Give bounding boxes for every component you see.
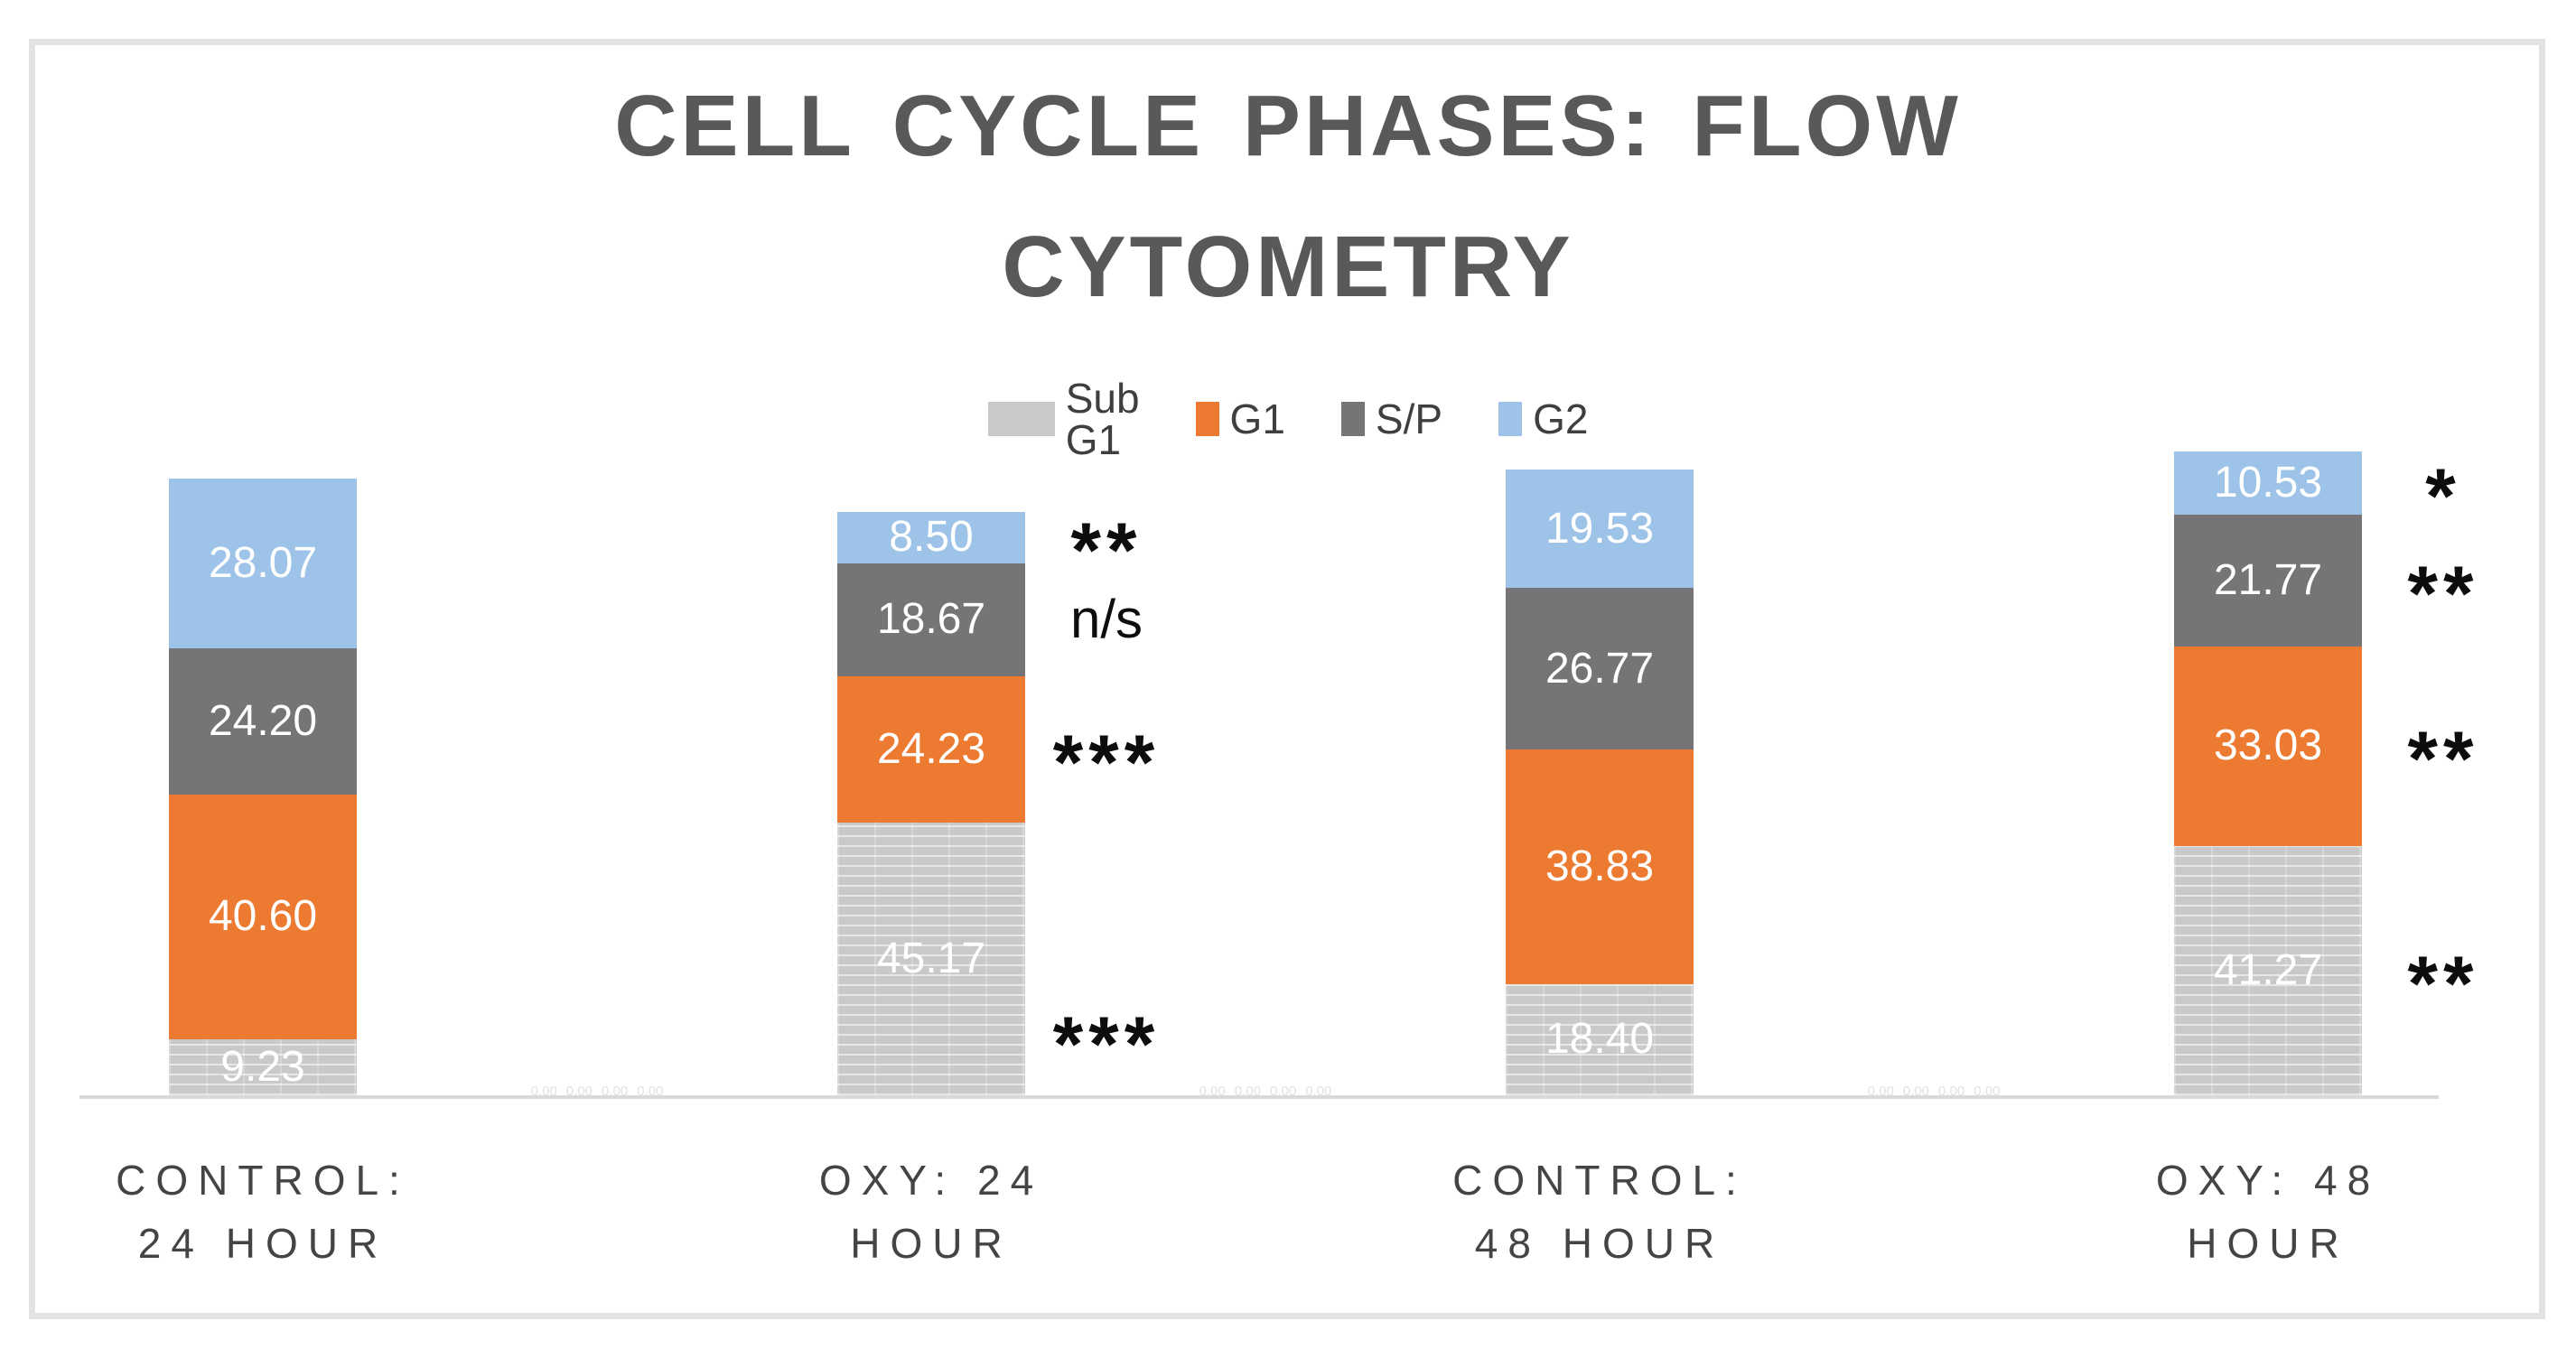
value-label: 24.20 — [208, 696, 318, 745]
legend-label: G1 — [1229, 395, 1285, 442]
legend-item-sub-g1: Sub G1 — [987, 375, 1140, 463]
segment-g1: 40.60 — [169, 794, 357, 1040]
zero-label: 0.00 — [1234, 1084, 1261, 1099]
zero-label: 0.00 — [1974, 1084, 2001, 1099]
category-label-oxy-24-hour: OXY: 24 HOUR — [696, 1149, 1166, 1275]
x-axis-line — [79, 1095, 2439, 1099]
value-label: 10.53 — [2213, 459, 2323, 507]
legend-label: Sub G1 — [1065, 375, 1140, 463]
stacked-bar-control-24-hour: 9.23 40.60 24.20 28.07 — [169, 478, 357, 1095]
segment-s-p: 18.67 — [837, 563, 1025, 676]
zero-label: 0.00 — [1867, 1084, 1894, 1099]
segment-sub-g1: 9.23 — [169, 1039, 357, 1095]
chart-legend: Sub G1 G1 S/P G2 — [0, 377, 2576, 461]
zero-label: 0.00 — [1305, 1084, 1332, 1099]
legend-marker-icon — [1195, 402, 1219, 436]
value-label: 38.83 — [1545, 842, 1655, 890]
category-label-line: OXY: 24 — [818, 1157, 1044, 1204]
chart-title: CELL CYCLE PHASES: FLOW CYTOMETRY — [0, 56, 2576, 338]
category-label-line: HOUR — [2187, 1220, 2349, 1267]
legend-marker-icon — [1340, 402, 1365, 436]
zero-label: 0.00 — [637, 1084, 664, 1099]
segment-s-p: 21.77 — [2174, 515, 2362, 647]
segment-g2: 28.07 — [169, 478, 357, 648]
segment-s-p: 24.20 — [169, 647, 357, 795]
segment-g1: 38.83 — [1506, 749, 1694, 984]
zero-label: 0.00 — [1902, 1084, 1929, 1099]
value-label: 40.60 — [208, 892, 318, 941]
stacked-bar-oxy-48-hour: 41.27 33.03 21.77 10.53 — [2174, 451, 2362, 1095]
category-label-line: OXY: 48 — [2155, 1157, 2381, 1204]
category-label-line: CONTROL: — [116, 1157, 410, 1204]
segment-g1: 24.23 — [837, 675, 1025, 823]
significance-annotation-asterisk: *** — [1052, 719, 1161, 806]
zero-label: 0.00 — [565, 1084, 593, 1099]
legend-label: G2 — [1533, 395, 1589, 442]
baseline-zero-labels: 0.00 0.00 0.00 0.00 — [1199, 1080, 1332, 1098]
value-label: 9.23 — [220, 1043, 305, 1092]
value-label: 19.53 — [1545, 504, 1655, 553]
legend-label: S/P — [1375, 395, 1443, 442]
value-label: 21.77 — [2213, 556, 2323, 605]
significance-annotation-asterisk: ** — [2407, 716, 2479, 804]
value-label: 8.50 — [889, 513, 974, 562]
segment-g2: 19.53 — [1506, 470, 1694, 589]
value-label: 33.03 — [2213, 721, 2323, 770]
segment-g2: 10.53 — [2174, 451, 2362, 516]
legend-marker-icon — [1498, 402, 1523, 436]
category-label-line: HOUR — [850, 1220, 1013, 1267]
significance-annotation-asterisk: *** — [1052, 1000, 1161, 1088]
significance-annotation-asterisk: ** — [1070, 507, 1143, 595]
value-label: 18.40 — [1545, 1015, 1655, 1064]
category-label-line: 24 HOUR — [137, 1220, 388, 1267]
segment-s-p: 26.77 — [1506, 588, 1694, 750]
category-label-line: CONTROL: — [1452, 1157, 1747, 1204]
baseline-zero-labels: 0.00 0.00 0.00 0.00 — [1868, 1080, 2001, 1098]
legend-item-g2: G2 — [1498, 398, 1588, 440]
segment-g1: 33.03 — [2174, 646, 2362, 846]
segment-g2: 8.50 — [837, 511, 1025, 563]
significance-annotation-asterisk: ** — [2407, 551, 2479, 638]
category-label-line: 48 HOUR — [1474, 1220, 1725, 1267]
value-label: 26.77 — [1545, 644, 1655, 693]
legend-item-s-p: S/P — [1340, 395, 1443, 442]
legend-marker-icon — [987, 402, 1055, 436]
segment-sub-g1: 18.40 — [1506, 983, 1694, 1095]
zero-label: 0.00 — [1199, 1084, 1226, 1099]
value-label: 18.67 — [876, 595, 986, 644]
zero-label: 0.00 — [1938, 1084, 1965, 1099]
value-label: 41.27 — [2213, 945, 2323, 994]
zero-label: 0.00 — [1270, 1084, 1297, 1099]
value-label: 28.07 — [208, 538, 318, 587]
value-label: 24.23 — [876, 724, 986, 773]
significance-annotation-ns: n/s — [1069, 589, 1143, 650]
segment-sub-g1: 45.17 — [837, 822, 1025, 1095]
significance-annotation-asterisk: ** — [2407, 940, 2479, 1028]
category-label-oxy-48-hour: OXY: 48 HOUR — [2033, 1149, 2503, 1275]
significance-annotation-asterisk: * — [2425, 453, 2461, 541]
stacked-bar-oxy-24-hour: 45.17 24.23 18.67 8.50 — [837, 511, 1025, 1095]
legend-item-g1: G1 — [1195, 395, 1285, 442]
chart-frame — [29, 39, 2545, 1319]
value-label: 45.17 — [876, 934, 986, 982]
category-label-control-48-hour: CONTROL: 48 HOUR — [1365, 1149, 1834, 1275]
chart-title-line-1: CELL CYCLE PHASES: FLOW — [614, 78, 1962, 174]
baseline-zero-labels: 0.00 0.00 0.00 0.00 — [531, 1080, 664, 1098]
zero-label: 0.00 — [602, 1084, 629, 1099]
zero-label: 0.00 — [530, 1084, 557, 1099]
segment-sub-g1: 41.27 — [2174, 845, 2362, 1095]
stacked-bar-control-48-hour: 18.40 38.83 26.77 19.53 — [1506, 470, 1694, 1095]
category-label-control-24-hour: CONTROL: 24 HOUR — [28, 1149, 498, 1275]
chart-title-line-2: CYTOMETRY — [1002, 219, 1574, 315]
